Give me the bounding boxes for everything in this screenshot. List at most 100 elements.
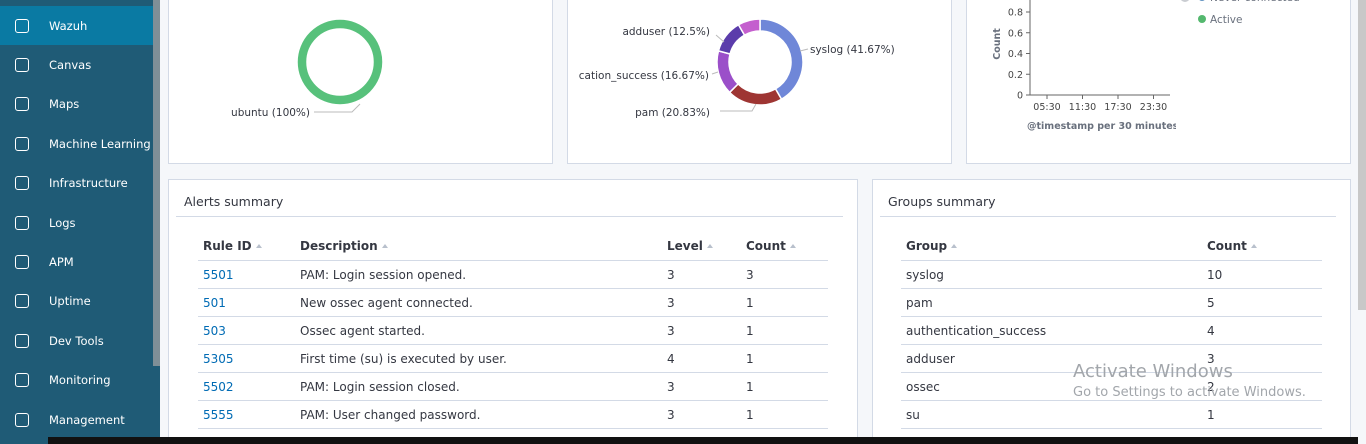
y-tick-label: 0.6 — [1008, 28, 1023, 39]
table-cell: 1 — [741, 316, 828, 345]
y-tick-label: 0.8 — [1008, 8, 1023, 19]
table-row: 5305 First time (su) is executed by user.… — [198, 344, 828, 373]
sort-icon — [706, 244, 713, 248]
y-axis-label: Count — [992, 28, 1003, 60]
column-title: Count — [746, 239, 786, 253]
column-title: Description — [300, 239, 378, 253]
nav-item[interactable]: Monitoring — [0, 361, 153, 400]
slice-label: pam (20.83%) — [635, 107, 710, 119]
data-table: Rule ID Description Level Count 5501 PAM: Log… — [198, 232, 828, 429]
table-row: authentication_success 4 — [901, 316, 1322, 345]
table-cell: 3 — [662, 288, 741, 317]
slice-label: syslog (41.67%) — [810, 44, 895, 56]
nav-item[interactable]: Infrastructure — [0, 164, 153, 203]
table-cell: 3 — [662, 372, 741, 401]
table-cell: New ossec agent connected. — [295, 288, 662, 317]
watermark: Activate Windows Go to Settings to activ… — [1073, 361, 1306, 400]
nav-item[interactable]: Canvas — [0, 45, 153, 84]
scrollbar — [1358, 0, 1366, 310]
panel-title: Groups summary — [888, 194, 996, 209]
nav-icon — [15, 294, 29, 309]
nav-item[interactable]: Dev Tools — [0, 321, 153, 360]
nav-icon — [15, 176, 29, 191]
table-cell[interactable]: 501 — [198, 288, 295, 317]
table-cell[interactable]: 5555 — [198, 400, 295, 429]
nav-label: Machine Learning — [49, 136, 151, 151]
slice-label: adduser (12.5%) — [622, 26, 710, 38]
taskbar-edge — [48, 437, 1358, 444]
column-title: Group — [906, 239, 948, 253]
column-header[interactable]: Count — [1202, 232, 1322, 261]
table-cell: syslog — [901, 260, 1202, 289]
column-title: Rule ID — [203, 239, 252, 253]
column-title: Level — [667, 239, 703, 253]
column-header[interactable]: Group — [901, 232, 1202, 261]
table-cell[interactable]: 5501 — [198, 260, 295, 289]
table-cell: 3 — [662, 316, 741, 345]
panel-title: Alerts summary — [184, 194, 284, 209]
nav-icon — [15, 57, 29, 72]
column-header[interactable]: Rule ID — [198, 232, 295, 261]
column-header[interactable]: Count — [741, 232, 828, 261]
leader-line — [799, 48, 809, 52]
nav-icon — [15, 215, 29, 230]
nav-item[interactable]: Uptime — [0, 282, 153, 321]
pie-slice — [728, 82, 783, 106]
nav-label: Canvas — [49, 57, 92, 72]
sidebar: Wazuh Canvas Maps Machine Learning Infrastru… — [0, 0, 160, 444]
table-cell: 4 — [1202, 316, 1322, 345]
nav-label: Dev Tools — [49, 333, 104, 348]
nav-icon — [15, 373, 29, 388]
sort-icon — [789, 244, 796, 248]
table-cell: 1 — [741, 344, 828, 373]
legend-dot — [1199, 0, 1205, 1]
table-cell[interactable]: 503 — [198, 316, 295, 345]
table-cell: authentication_success — [901, 316, 1202, 345]
column-header[interactable]: Description — [295, 232, 662, 261]
nav-item[interactable]: Maps — [0, 85, 153, 124]
table-cell: 1 — [1202, 400, 1322, 429]
leader-line — [720, 103, 757, 112]
nav-item[interactable]: Logs — [0, 203, 153, 242]
column-title: Count — [1207, 239, 1247, 253]
table-row: syslog 10 — [901, 260, 1322, 289]
leader-line — [711, 71, 719, 75]
column-header[interactable]: Level — [662, 232, 741, 261]
leader-line — [715, 34, 725, 43]
legend-label: Active — [1210, 14, 1242, 26]
table-cell: First time (su) is executed by user. — [295, 344, 662, 373]
pie-slice — [296, 18, 384, 106]
x-tick-label: 05:30 — [1033, 102, 1060, 113]
nav-label: Wazuh — [49, 18, 88, 33]
table-cell: adduser — [901, 344, 1202, 373]
table-cell: 1 — [741, 372, 828, 401]
table-row: 503 Ossec agent started. 3 1 — [198, 316, 828, 345]
nav-icon — [15, 136, 29, 151]
x-axis-label: @timestamp per 30 minutes — [1027, 121, 1179, 132]
nav-item[interactable]: Wazuh — [0, 6, 153, 45]
pie-slice — [716, 49, 740, 94]
table-cell: PAM: Login session opened. — [295, 260, 662, 289]
nav-label: Monitoring — [49, 373, 111, 388]
nav-icon — [15, 97, 29, 112]
y-tick-label: 0.4 — [1008, 49, 1023, 60]
y-tick-label: 0.2 — [1008, 70, 1023, 81]
divider — [880, 216, 1336, 217]
table-cell: su — [901, 400, 1202, 429]
table-cell: 2 — [1202, 372, 1322, 401]
sort-icon — [951, 244, 958, 248]
nav-item[interactable]: APM — [0, 242, 153, 281]
watermark-title: Activate Windows — [1073, 361, 1233, 382]
table-cell[interactable]: 5305 — [198, 344, 295, 373]
table-cell: 3 — [741, 260, 828, 289]
table-row: 5502 PAM: Login session closed. 3 1 — [198, 372, 828, 401]
table-cell[interactable]: 5502 — [198, 372, 295, 401]
nav-item[interactable]: Machine Learning — [0, 124, 153, 163]
nav-icon — [15, 412, 29, 427]
nav-item[interactable]: Management — [0, 400, 153, 439]
table-cell: PAM: Login session closed. — [295, 372, 662, 401]
table-cell: 3 — [1202, 344, 1322, 373]
nav-icon — [15, 333, 29, 348]
table-cell: 3 — [662, 260, 741, 289]
x-tick-label: 11:30 — [1069, 102, 1096, 113]
